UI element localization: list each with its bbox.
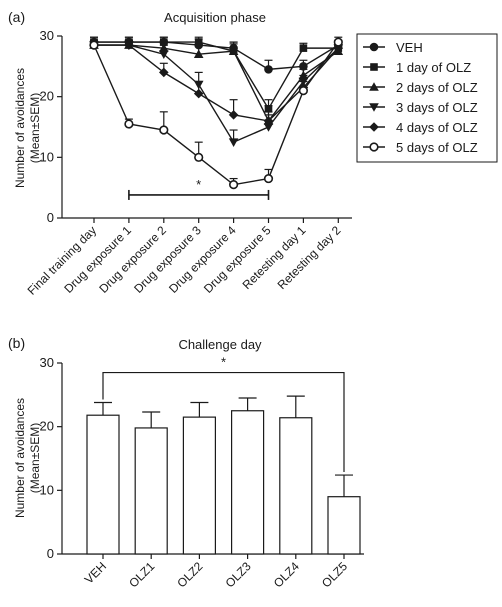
panel-a-legend-item: 5 days of OLZ [363, 140, 478, 155]
panel-a-y-axis-label-line1: Number of avoidances [13, 68, 27, 188]
panel-a-legend-label: 2 days of OLZ [396, 80, 478, 95]
panel-a-y-tick-label: 30 [40, 28, 54, 43]
panel-a-y-tick-label: 0 [47, 210, 54, 225]
panel-a-legend-marker [369, 122, 379, 132]
panel-a-data-point [298, 85, 309, 96]
panel-a-y-axis-label-line2: (Mean±SEM) [28, 93, 42, 164]
panel-a-data-point [89, 40, 99, 50]
panel-a-x-tick-label: Retesting day 2 [275, 223, 344, 292]
panel-b-y-axis-label-line1: Number of avoidances [13, 398, 27, 518]
panel-a-series-5 [89, 36, 343, 190]
panel-a-series [89, 36, 344, 190]
panel-a-y-tick-label: 10 [40, 149, 54, 164]
panel-b-bars [86, 395, 361, 555]
panel-b-x-tick-label: OLZ2 [174, 559, 205, 590]
panel-b-bar [86, 414, 120, 555]
panel-b-x-tick-label: VEH [82, 559, 109, 586]
panel-a-data-point [263, 116, 274, 126]
panel-a-data-point [228, 46, 239, 55]
panel-a-data-point [159, 50, 169, 59]
panel-b-label: (b) [8, 335, 25, 351]
panel-b-y-tick-label: 20 [40, 419, 54, 434]
panel-a-series-line [94, 44, 339, 122]
panel-a-data-point [194, 152, 204, 162]
panel-a-data-point [159, 67, 169, 78]
panel-b-annotation: * [102, 355, 345, 473]
panel-b-bar [231, 410, 265, 555]
panel-a-data-point [229, 180, 239, 190]
panel-b-bar-group-olz4 [279, 395, 313, 555]
panel-a-legend-label: 5 days of OLZ [396, 140, 478, 155]
panel-a-data-point [263, 173, 274, 184]
panel-a-data-point [124, 119, 134, 129]
panel-a-legend-box [356, 33, 498, 163]
panel-a-data-point [194, 38, 203, 46]
panel-b-bar-group-olz1 [134, 411, 168, 555]
panel-b-x-tick-label: OLZ1 [126, 559, 157, 590]
panel-a-annotation: * [128, 177, 270, 200]
panel-a-series-line [94, 41, 339, 111]
panel-a-data-point [228, 110, 239, 120]
panel-b-x-tick-label: OLZ4 [271, 559, 302, 590]
panel-b: (b) Challenge day Number of avoidances (… [8, 335, 364, 590]
panel-a-legend-label: 4 days of OLZ [396, 120, 478, 135]
panel-a-legend-item: 2 days of OLZ [363, 80, 478, 95]
panel-b-significance-star: * [221, 355, 226, 370]
panel-a: (a) Acquisition phase Number of avoidanc… [8, 9, 498, 298]
panel-a-legend-item: 3 days of OLZ [363, 100, 478, 115]
panel-a-series-line [94, 44, 339, 144]
panel-a-data-point [263, 123, 274, 132]
panel-b-y-tick-label: 30 [40, 355, 54, 370]
panel-a-legend-marker [369, 82, 379, 91]
panel-a-data-point [228, 138, 239, 147]
panel-a-legend: VEH 1 day of OLZ 2 days of OLZ 3 days of OL… [356, 33, 498, 163]
panel-b-bar-group-olz3 [231, 397, 265, 555]
panel-a-legend-label: 3 days of OLZ [396, 100, 478, 115]
panel-b-x-tick-label: OLZ5 [319, 559, 350, 590]
panel-b-bar [279, 417, 313, 555]
panel-a-data-point [264, 65, 273, 74]
panel-b-significance-bracket [102, 371, 345, 473]
panel-a-legend-label: 1 day of OLZ [396, 60, 471, 75]
panel-a-significance-star: * [196, 177, 201, 192]
panel-a-series-line [93, 41, 339, 186]
panel-b-y-axis-label-line2: (Mean±SEM) [28, 423, 42, 494]
panel-a-legend-marker [369, 103, 379, 112]
panel-a-legend-marker [369, 42, 379, 52]
panel-b-bar [327, 496, 361, 555]
panel-a-legend-label: VEH [396, 40, 423, 55]
panel-a-data-point [193, 88, 204, 99]
panel-a-title: Acquisition phase [164, 10, 266, 25]
panel-a-y-tick-label: 20 [40, 89, 54, 104]
panel-a-data-point [299, 44, 308, 52]
panel-b-bar-group-olz5 [327, 474, 361, 555]
panel-b-bar [134, 427, 168, 555]
panel-b-y-tick-label: 10 [40, 482, 54, 497]
panel-a-data-point [159, 125, 169, 135]
panel-a-data-point [124, 40, 134, 50]
panel-a-data-point [333, 37, 343, 47]
panel-a-legend-item: 1 day of OLZ [363, 60, 471, 75]
panel-b-bar-group-olz2 [182, 401, 216, 555]
panel-a-legend-item: VEH [363, 40, 423, 55]
panel-a-legend-marker [369, 142, 379, 152]
panel-b-x-tick-label: OLZ3 [223, 559, 254, 590]
panel-b-bar [182, 416, 216, 555]
panel-a-legend-marker [370, 63, 378, 71]
panel-b-title: Challenge day [178, 337, 262, 352]
panel-a-legend-item: 4 days of OLZ [363, 120, 478, 135]
panel-b-y-tick-label: 0 [47, 546, 54, 561]
panel-a-data-point [193, 49, 204, 58]
panel-b-bar-group-veh [86, 401, 120, 555]
panel-a-label: (a) [8, 9, 25, 25]
panel-a-series-line [94, 44, 339, 123]
